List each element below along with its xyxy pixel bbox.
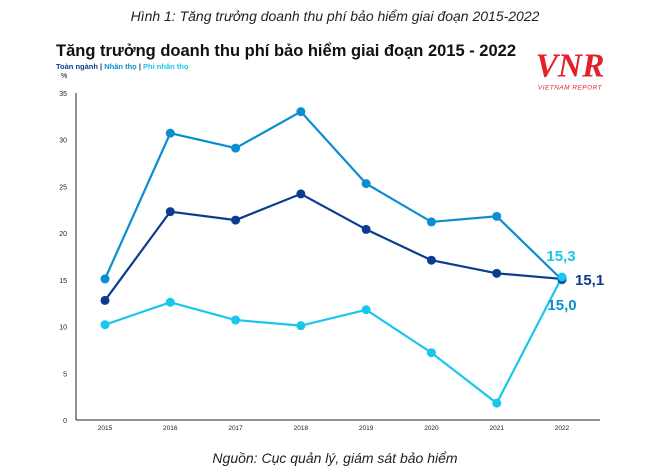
- legend-separator: |: [100, 62, 103, 71]
- data-point: [296, 189, 306, 199]
- data-point: [361, 179, 371, 189]
- data-point: [231, 315, 241, 325]
- x-tick-label: 2021: [489, 425, 504, 432]
- y-tick-label: 5: [63, 371, 67, 378]
- source-caption: Nguồn: Cục quản lý, giám sát bảo hiểm: [212, 450, 458, 466]
- y-tick-label: 15: [59, 278, 67, 285]
- end-value-label: 15,0: [547, 297, 576, 314]
- data-point: [296, 107, 306, 117]
- chart-title: Tăng trưởng doanh thu phí bảo hiểm giai …: [56, 41, 517, 60]
- data-point: [492, 268, 502, 278]
- series-line-0: [104, 192, 563, 302]
- legend-nhan-tho: Nhân thọ: [104, 62, 137, 71]
- svg-text:VNR: VNR: [536, 47, 605, 84]
- data-point: [165, 207, 175, 217]
- y-axis-unit: %: [61, 73, 68, 80]
- data-point: [492, 398, 502, 408]
- data-point: [361, 305, 371, 315]
- y-tick-label: 35: [59, 91, 67, 98]
- y-tick-label: 30: [59, 138, 67, 145]
- y-tick-label: 10: [59, 325, 67, 332]
- legend: Toàn ngành | Nhân thọ | Phi nhân thọ: [56, 62, 188, 71]
- vnr-logo: VNR VIETNAM REPORT: [536, 47, 605, 91]
- series-line-1: [103, 110, 563, 281]
- data-point: [557, 272, 567, 282]
- data-point: [231, 143, 241, 153]
- end-value-label: 15,3: [546, 248, 575, 265]
- data-point: [426, 255, 436, 265]
- y-tick-label: 0: [63, 418, 67, 425]
- data-point: [100, 320, 110, 330]
- data-point: [165, 297, 175, 307]
- data-point: [100, 274, 110, 284]
- data-point: [361, 224, 371, 234]
- x-tick-label: 2022: [555, 425, 570, 432]
- data-point: [426, 348, 436, 358]
- legend-phi-nhan-tho: Phi nhân thọ: [143, 62, 189, 71]
- data-point: [165, 128, 175, 138]
- x-tick-label: 2020: [424, 425, 439, 432]
- x-tick-label: 2015: [98, 425, 113, 432]
- data-point: [426, 217, 436, 227]
- x-tick-label: 2017: [228, 425, 243, 432]
- legend-separator: |: [138, 62, 141, 71]
- legend-toan-nganh: Toàn ngành: [56, 62, 98, 71]
- data-point: [231, 215, 241, 225]
- x-tick-label: 2018: [294, 425, 309, 432]
- x-tick-label: 2016: [163, 425, 178, 432]
- figure-caption: Hình 1: Tăng trưởng doanh thu phí bảo hi…: [130, 8, 540, 24]
- data-point: [492, 211, 502, 221]
- x-tick-label: 2019: [359, 425, 374, 432]
- data-point: [100, 295, 110, 305]
- y-tick-label: 25: [59, 184, 67, 191]
- end-value-label: 15,1: [575, 272, 604, 289]
- y-tick-label: 20: [59, 231, 67, 238]
- series-line-2: [104, 276, 563, 405]
- svg-text:VIETNAM REPORT: VIETNAM REPORT: [538, 84, 603, 91]
- data-point: [296, 321, 306, 331]
